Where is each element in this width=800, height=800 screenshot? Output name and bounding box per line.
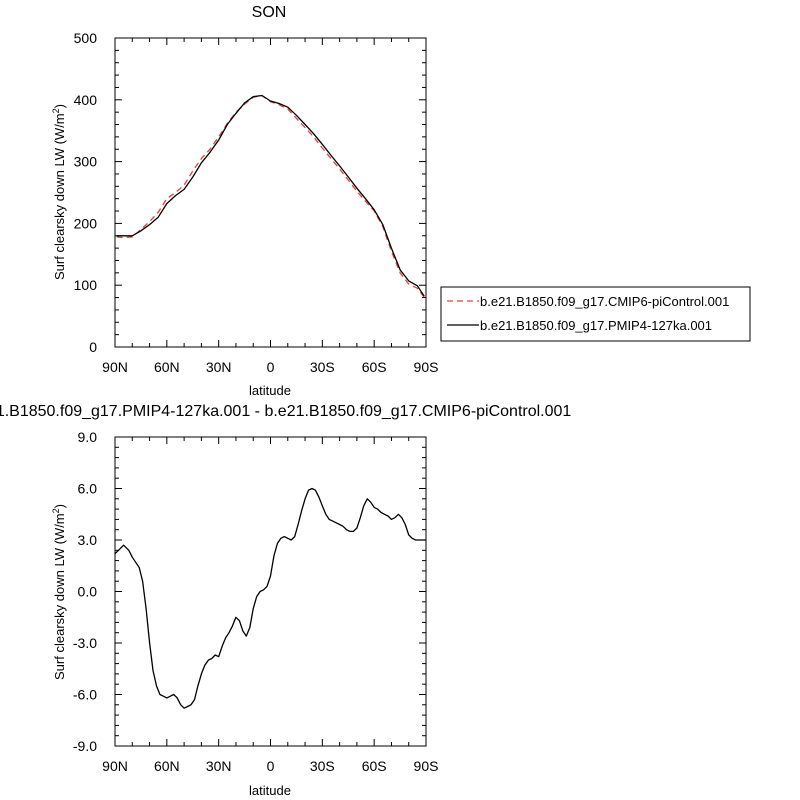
x-tick-label: 60N bbox=[154, 359, 180, 375]
top-series-group bbox=[116, 94, 425, 298]
top-plot-frame bbox=[114, 37, 427, 348]
legend-label-pmip4: b.e21.B1850.f09_g17.PMIP4-127ka.001 bbox=[480, 318, 712, 333]
x-tick-label: 30N bbox=[206, 758, 232, 774]
x-tick-label: 30S bbox=[310, 359, 335, 375]
top-y-axis-label: Surf clearsky down LW (W/m2) bbox=[51, 104, 67, 280]
y-tick-label: 500 bbox=[74, 30, 98, 46]
y-tick-label: -9.0 bbox=[73, 738, 97, 754]
y-tick-label: 0 bbox=[89, 339, 97, 355]
bottom-x-axis-label: latitude bbox=[249, 783, 291, 798]
x-tick-label: 60S bbox=[362, 359, 387, 375]
x-tick-label: 0 bbox=[267, 758, 275, 774]
top-y-axis-label-main: Surf clearsky down LW (W/m bbox=[52, 113, 67, 280]
x-tick-label: 90N bbox=[102, 359, 128, 375]
x-tick-label: 90S bbox=[414, 758, 439, 774]
top-chart-title: SON bbox=[252, 4, 287, 21]
y-tick-label: -6.0 bbox=[73, 687, 97, 703]
y-tick-label: 3.0 bbox=[78, 532, 98, 548]
top-y-axis-label-close: ) bbox=[52, 104, 67, 108]
top-x-axis-label: latitude bbox=[249, 383, 291, 398]
series-line-0-0 bbox=[116, 94, 425, 298]
x-tick-label: 90S bbox=[414, 359, 439, 375]
bottom-y-axis-label-close: ) bbox=[52, 504, 67, 508]
series-line-1-0 bbox=[114, 487, 426, 709]
bottom-y-axis-label-sup: 2 bbox=[51, 508, 61, 513]
legend-label-cmip6: b.e21.B1850.f09_g17.CMIP6-piControl.001 bbox=[480, 294, 729, 309]
legend: b.e21.B1850.f09_g17.CMIP6-piControl.001 … bbox=[440, 286, 751, 342]
bottom-y-axis-label-main: Surf clearsky down LW (W/m bbox=[52, 513, 67, 680]
y-tick-label: 300 bbox=[74, 154, 98, 170]
legend-box bbox=[440, 286, 751, 342]
top-y-axis-label-sup: 2 bbox=[51, 108, 61, 113]
bottom-series-group bbox=[114, 487, 426, 709]
x-tick-label: 60N bbox=[154, 758, 180, 774]
y-tick-label: 200 bbox=[74, 215, 98, 231]
bottom-y-axis-label: Surf clearsky down LW (W/m2) bbox=[51, 504, 67, 680]
bottom-chart-title: b.e21.B1850.f09_g17.PMIP4-127ka.001 - b.… bbox=[0, 403, 571, 420]
x-tick-label: 60S bbox=[362, 758, 387, 774]
x-tick-label: 90N bbox=[102, 758, 128, 774]
y-tick-label: 400 bbox=[74, 92, 98, 108]
series-line-0-1 bbox=[116, 94, 425, 297]
y-tick-label: 100 bbox=[74, 277, 98, 293]
top-axis-ticks: 90N 60N 30N 0 30S 60S 90S 0 100 200 300 400 500 bbox=[74, 30, 439, 375]
bottom-panel: b.e21.B1850.f09_g17.PMIP4-127ka.001 - b.… bbox=[0, 403, 571, 798]
y-tick-label: 0.0 bbox=[78, 584, 98, 600]
bottom-plot-frame bbox=[114, 436, 427, 747]
bottom-axis-ticks: 90N 60N 30N 0 30S 60S 90S -9.0 -6.0 -3.0 0.0 3.0 6.0… bbox=[73, 429, 439, 774]
top-panel: SON 90N 60N 30N 0 30S 60S 90S0100200300400500 … bbox=[51, 4, 751, 398]
x-tick-label: 0 bbox=[267, 359, 275, 375]
y-tick-label: 6.0 bbox=[78, 481, 98, 497]
x-tick-label: 30N bbox=[206, 359, 232, 375]
y-tick-label: 9.0 bbox=[78, 429, 98, 445]
y-tick-label: -3.0 bbox=[73, 635, 97, 651]
x-tick-label: 30S bbox=[310, 758, 335, 774]
